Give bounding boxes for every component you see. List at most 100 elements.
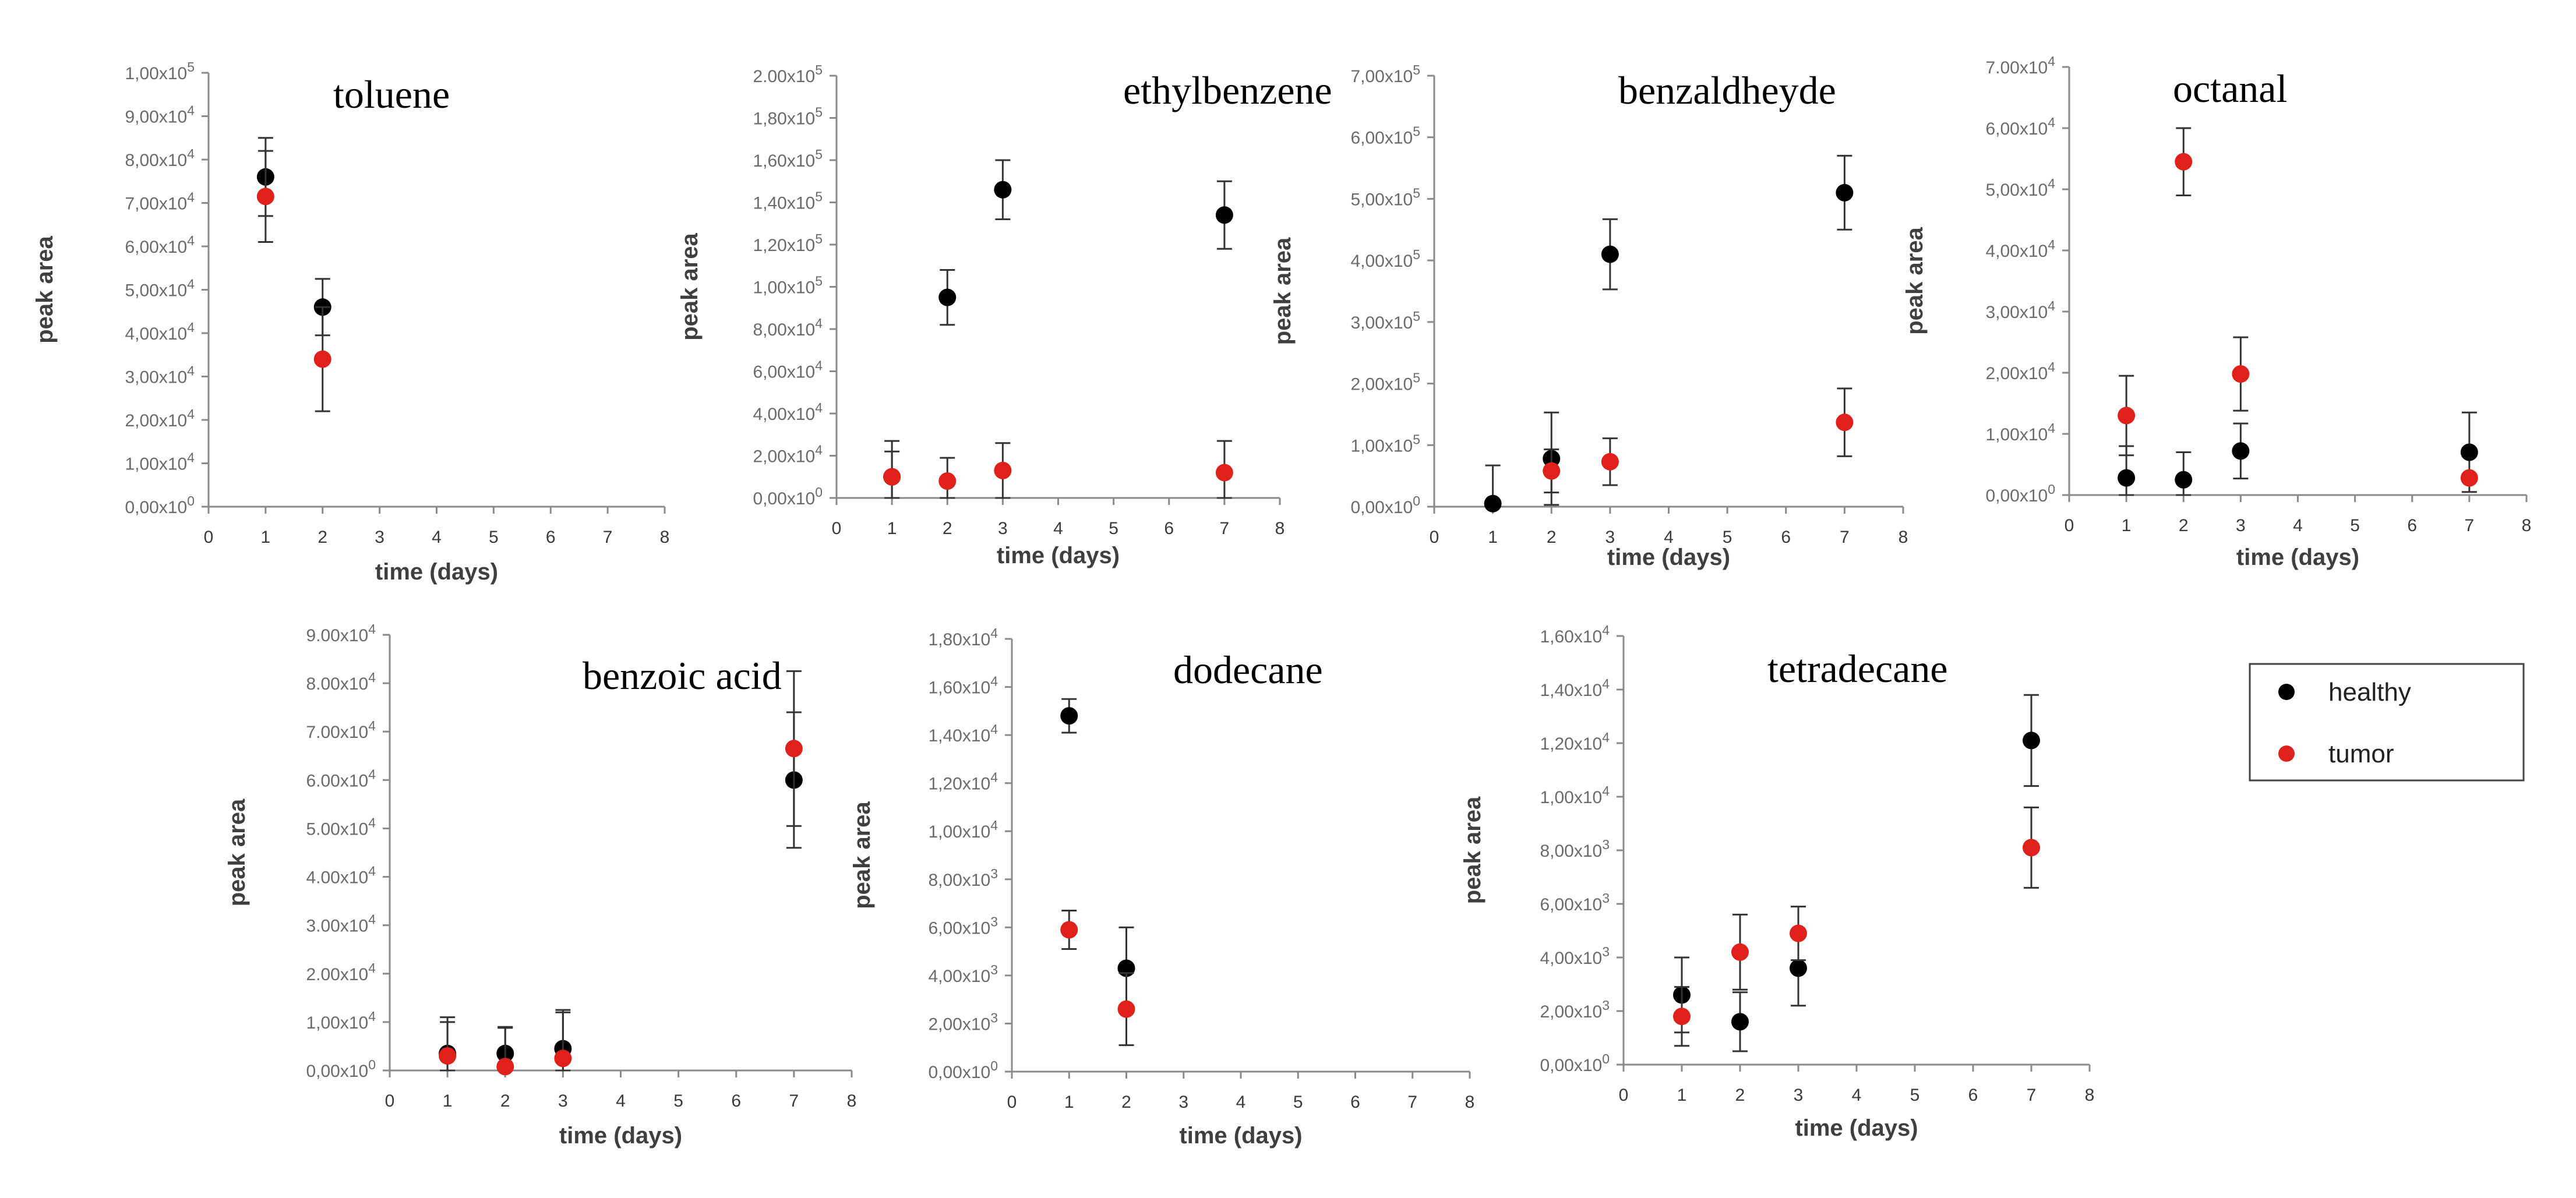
x-tick-label: 5 <box>1293 1093 1303 1112</box>
x-tick-label: 4 <box>616 1091 626 1111</box>
y-tick-label: 2,00x104 <box>1985 359 2055 383</box>
y-tick-label: 1,80x105 <box>753 105 823 129</box>
data-point-tumor <box>938 472 957 490</box>
x-tick-label: 4 <box>1053 519 1063 538</box>
x-tick-label: 6 <box>2407 516 2417 535</box>
y-axis-title: peak area <box>1270 237 1296 345</box>
data-point-healthy <box>938 288 957 306</box>
y-tick-label: 5,00x104 <box>1985 176 2055 200</box>
data-point-healthy <box>1601 245 1619 263</box>
y-tick-label: 8,00x104 <box>125 146 195 170</box>
y-tick-label: 1,00x105 <box>125 59 195 83</box>
data-point-tumor <box>554 1049 572 1068</box>
data-point-tumor <box>2118 407 2136 425</box>
y-tick-label: 1,60x104 <box>928 674 998 698</box>
legend-label-healthy: healthy <box>2328 678 2411 706</box>
x-tick-label: 8 <box>2522 516 2532 535</box>
y-tick-label: 6.00x104 <box>306 766 376 790</box>
x-tick-label: 3 <box>1794 1086 1804 1105</box>
y-tick-label: 4,00x103 <box>928 962 998 986</box>
data-point-tumor <box>1790 924 1807 942</box>
y-tick-label: 6,00x103 <box>928 914 998 938</box>
y-tick-label: 5,00x105 <box>1350 185 1420 209</box>
y-axis-title: peak area <box>224 798 250 906</box>
y-axis-title: peak area <box>32 235 58 343</box>
x-tick-label: 3 <box>1178 1093 1188 1112</box>
y-tick-label: 0,00x100 <box>1985 482 2055 506</box>
data-point-tumor <box>883 468 901 486</box>
data-point-tumor <box>785 740 803 758</box>
x-tick-label: 4 <box>1852 1086 1862 1105</box>
y-tick-label: 7,00x104 <box>125 190 195 214</box>
data-point-tumor <box>1215 464 1233 482</box>
y-tick-label: 1,40x104 <box>1540 676 1610 700</box>
x-tick-label: 6 <box>1781 528 1791 547</box>
y-tick-label: 1,60x105 <box>753 147 823 171</box>
x-tick-label: 6 <box>731 1091 741 1111</box>
y-axis-title: peak area <box>1902 227 1928 334</box>
data-point-tumor <box>1117 1000 1135 1018</box>
data-point-tumor <box>2023 839 2040 857</box>
x-tick-label: 3 <box>558 1091 568 1111</box>
data-point-healthy <box>1836 183 1854 202</box>
y-tick-label: 1,60x104 <box>1540 623 1610 646</box>
x-tick-label: 1 <box>443 1091 453 1111</box>
x-tick-label: 0 <box>204 528 214 547</box>
y-tick-label: 2,00x104 <box>753 443 823 467</box>
y-tick-label: 2,00x105 <box>1350 370 1420 394</box>
panel-title: benzaldheyde <box>1618 68 1836 112</box>
x-tick-label: 5 <box>673 1091 683 1111</box>
x-tick-label: 0 <box>1007 1093 1017 1112</box>
chart-panel-tetradecane: 0,00x100 2,00x103 4,00x103 6,00x103 8,00x103… <box>1460 623 2094 1141</box>
data-point-healthy <box>1790 959 1807 977</box>
panel-title: tetradecane <box>1767 646 1948 691</box>
panel-title: dodecane <box>1173 648 1323 692</box>
chart-panel-toluene: 0,00x100 1,00x104 2,00x104 3,00x104 4,00x104… <box>32 59 669 585</box>
y-tick-label: 8,00x103 <box>928 866 998 890</box>
data-point-healthy <box>2023 731 2040 750</box>
y-tick-label: 3,00x105 <box>1350 309 1420 333</box>
x-tick-label: 0 <box>2065 516 2074 535</box>
y-tick-label: 8,00x104 <box>753 316 823 340</box>
data-point-healthy <box>2175 471 2193 489</box>
x-tick-label: 2 <box>1735 1086 1745 1105</box>
y-tick-label: 1,00x105 <box>1350 432 1420 455</box>
x-axis-title: time (days) <box>559 1123 682 1148</box>
x-axis-title: time (days) <box>2236 545 2359 570</box>
data-point-tumor <box>2460 469 2478 487</box>
x-tick-label: 4 <box>1236 1093 1246 1112</box>
data-point-healthy <box>2118 469 2136 487</box>
x-tick-label: 7 <box>1407 1093 1417 1112</box>
x-tick-label: 4 <box>1664 528 1674 547</box>
x-tick-label: 3 <box>1605 528 1615 547</box>
data-point-tumor <box>994 461 1012 479</box>
data-point-tumor <box>313 350 331 368</box>
chart-panel-ethylbenzene: 0,00x100 2,00x104 4,00x104 6,00x104 8,00x104… <box>677 62 1332 568</box>
x-tick-label: 0 <box>385 1091 395 1111</box>
y-axis-title: peak area <box>677 232 703 340</box>
y-tick-label: 2,00x103 <box>1540 998 1610 1022</box>
data-point-tumor <box>496 1058 514 1076</box>
x-tick-label: 5 <box>1910 1086 1920 1105</box>
y-tick-label: 7.00x104 <box>1985 54 2055 77</box>
data-point-tumor <box>439 1047 457 1065</box>
x-tick-label: 4 <box>2293 516 2303 535</box>
y-tick-label: 0,00x100 <box>1350 493 1420 517</box>
y-tick-label: 5,00x104 <box>125 277 195 301</box>
y-tick-label: 3,00x104 <box>1985 298 2055 322</box>
x-tick-label: 3 <box>2236 516 2246 535</box>
x-axis-title: time (days) <box>1795 1115 1918 1141</box>
legend-marker-tumor <box>2278 745 2295 762</box>
panel-title: toluene <box>333 72 450 116</box>
y-axis-title: peak area <box>1460 796 1485 904</box>
y-tick-label: 0,00x100 <box>928 1058 998 1082</box>
data-point-tumor <box>1836 414 1854 432</box>
x-tick-label: 8 <box>1465 1093 1475 1112</box>
x-tick-label: 8 <box>1899 528 1908 547</box>
y-tick-label: 1,00x104 <box>306 1009 376 1033</box>
y-tick-label: 1,00x104 <box>1985 420 2055 444</box>
x-tick-label: 1 <box>1488 528 1498 547</box>
x-tick-label: 8 <box>847 1091 857 1111</box>
y-tick-label: 2,00x104 <box>125 407 195 430</box>
